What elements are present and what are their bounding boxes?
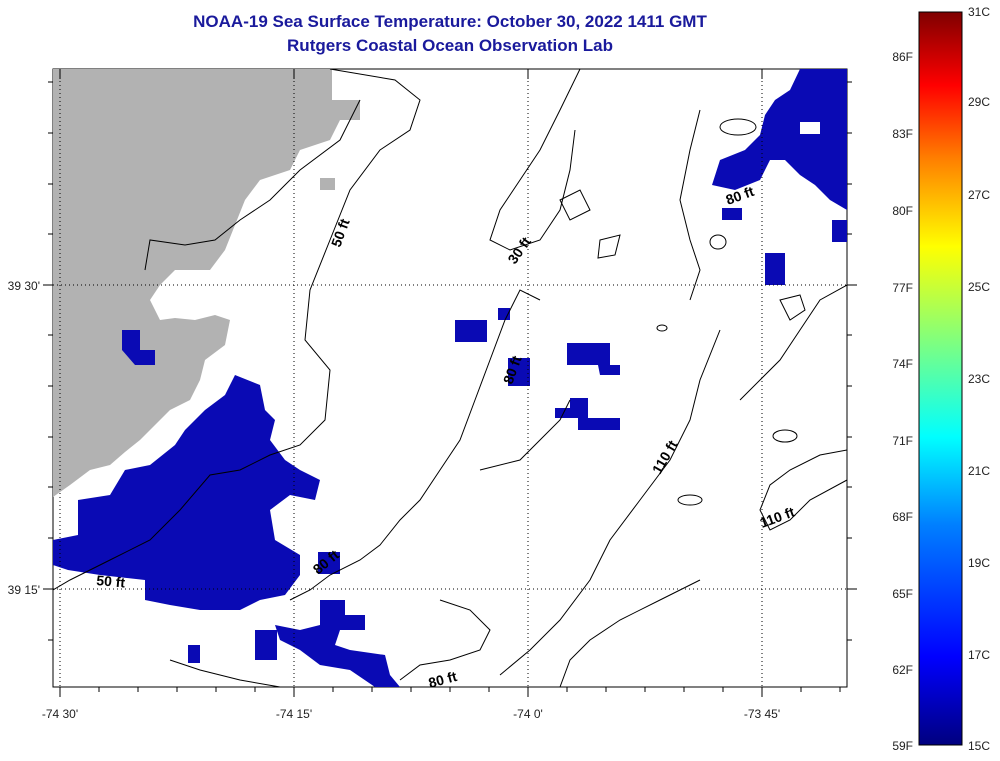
sst-cold-patch — [765, 253, 785, 285]
sst-cold-region-ne — [712, 69, 847, 210]
y-tick-label: 39 15' — [8, 583, 40, 597]
map-subtitle: Rutgers Coastal Ocean Observation Lab — [287, 36, 613, 55]
colorbar-c-label: 29C — [968, 95, 990, 109]
colorbar-f-labels: 86F 83F 80F 77F 74F 71F 68F 65F 62F 59F — [892, 50, 913, 753]
colorbar-c-label: 25C — [968, 280, 990, 294]
sst-cold-patch — [722, 208, 742, 220]
sst-cold-patch — [567, 343, 620, 375]
colorbar-f-label: 71F — [892, 434, 913, 448]
sst-cold-patch — [832, 220, 847, 242]
bathymetry-contours — [53, 69, 847, 687]
sst-cold-region — [53, 375, 320, 610]
land-island — [95, 330, 165, 405]
sst-cold-patch — [455, 320, 487, 342]
colorbar-f-label: 65F — [892, 587, 913, 601]
colorbar-f-label: 80F — [892, 204, 913, 218]
colorbar-c-label: 19C — [968, 556, 990, 570]
colorbar-c-label: 15C — [968, 739, 990, 753]
colorbar-f-label: 77F — [892, 281, 913, 295]
x-tick-label: -73 45' — [744, 707, 780, 721]
colorbar-c-label: 21C — [968, 464, 990, 478]
sst-cold-patch — [188, 645, 200, 663]
colorbar-f-label: 62F — [892, 663, 913, 677]
colorbar-f-label: 86F — [892, 50, 913, 64]
colorbar-c-label: 27C — [968, 188, 990, 202]
x-tick-label: -74 30' — [42, 707, 78, 721]
x-tick-label: -74 0' — [513, 707, 543, 721]
cloud-gap — [800, 122, 820, 134]
contour-label: 50 ft — [96, 572, 126, 590]
sst-cold-patch — [255, 630, 277, 660]
colorbar-c-label: 17C — [968, 648, 990, 662]
y-tick-label: 39 30' — [8, 279, 40, 293]
colorbar-f-label: 68F — [892, 510, 913, 524]
sst-cold-patch — [318, 552, 340, 574]
colorbar-c-labels: 31C 29C 27C 25C 23C 21C 19C 17C 15C — [968, 5, 990, 753]
colorbar-f-label: 59F — [892, 739, 913, 753]
x-tick-label: -74 15' — [276, 707, 312, 721]
colorbar — [918, 11, 963, 746]
land-patch — [320, 178, 335, 190]
colorbar-c-label: 23C — [968, 372, 990, 386]
map-title: NOAA-19 Sea Surface Temperature: October… — [193, 12, 707, 31]
colorbar-c-label: 31C — [968, 5, 990, 19]
sst-cold-patch — [122, 330, 155, 365]
graticule — [53, 69, 847, 687]
sst-cold-patch — [275, 600, 400, 687]
sst-cold-patch — [555, 398, 620, 430]
axis-ticks — [43, 69, 857, 697]
sst-cold-patch — [508, 358, 530, 386]
contour-label: 80 ft — [427, 668, 459, 691]
colorbar-f-label: 83F — [892, 127, 913, 141]
colorbar-f-label: 74F — [892, 357, 913, 371]
